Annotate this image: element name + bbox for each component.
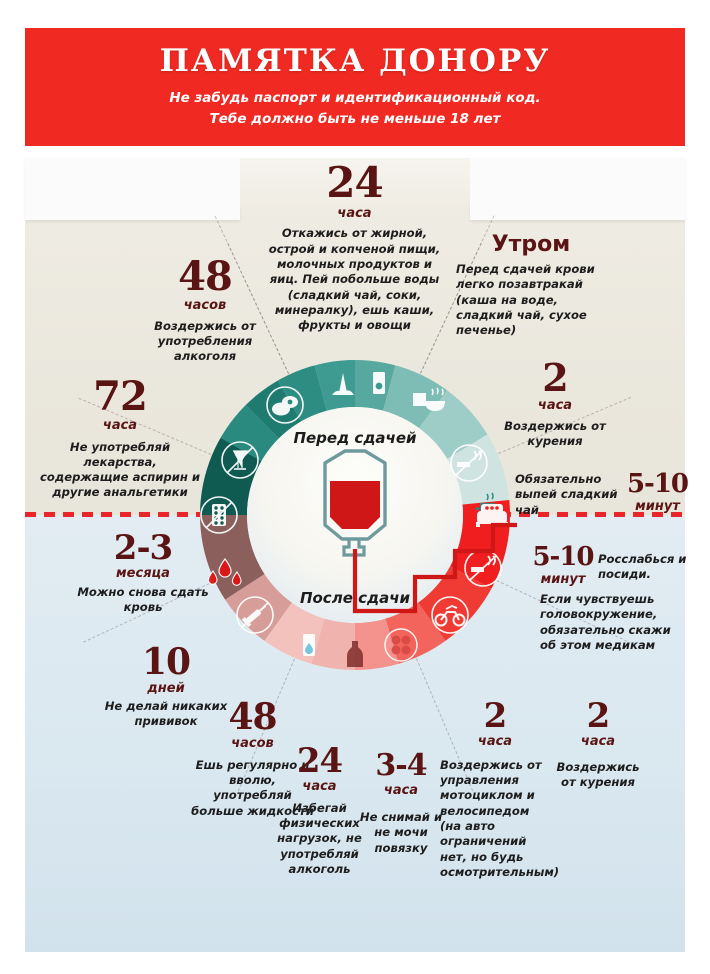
after-48h-block: 48 часов Ешь регулярно и вволю, употребл… xyxy=(190,696,315,819)
before-5-10min-block: 5-10 минут xyxy=(620,469,695,514)
after-2-3months-text: Можно снова сдать кровь xyxy=(77,584,209,615)
after-2h-transport-number: 2 xyxy=(483,696,508,736)
no-pills-icon xyxy=(200,496,238,534)
motorcycle-icon xyxy=(431,596,469,634)
before-72h-number: 72 xyxy=(93,373,148,420)
after-2-3months-block: 2-3 месяца Можно снова сдать кровь xyxy=(68,528,218,615)
before-48h-unit: часов xyxy=(183,298,227,313)
sofa-icon xyxy=(476,504,508,527)
after-5-10min-number: 5-10 xyxy=(532,542,594,572)
after-24h-text: Избегай физических нагрузок, не употребл… xyxy=(277,800,362,877)
after-5-10min-text: Если чувствуешь головокружение, обязател… xyxy=(540,592,671,652)
after-2-3months-unit: месяца xyxy=(116,566,170,582)
water-glass-after-icon xyxy=(303,634,315,656)
after-48h-number: 48 xyxy=(228,696,277,738)
before-24h-text: Откажись от жирной, острой и копченой пи… xyxy=(268,226,441,333)
before-48h-text: Воздержись от употребления алкоголя xyxy=(154,318,256,364)
top-right-white-panel xyxy=(470,158,685,220)
before-2h-block: 2 часа Воздержись от курения xyxy=(500,355,610,449)
after-10days-text: Не делай никаких прививок xyxy=(104,698,228,729)
before-72h-block: 72 часа Не употребляй лекарства, содержа… xyxy=(40,373,200,501)
after-3-4h-number: 3-4 xyxy=(375,748,427,783)
after-2-3months-number: 2-3 xyxy=(113,528,173,568)
fatty-food-icon xyxy=(332,373,354,395)
after-2h-smoking-unit: часа xyxy=(580,734,616,750)
before-2h-text: Воздержись от курения xyxy=(504,418,606,448)
after-2h-transport-unit: часа xyxy=(477,734,513,750)
after-3-4h-unit: часа xyxy=(383,782,419,798)
after-24h-block: 24 часа Избегай физических нагрузок, не … xyxy=(267,741,372,877)
after-10days-block: 10 дней Не делай никаких прививок xyxy=(96,641,236,729)
before-5-10min-text: Обязательно выпей сладкий чай xyxy=(515,472,620,518)
after-3-4h-block: 3-4 часа Не снимай и не мочи повязку xyxy=(352,748,450,856)
porridge-bowl-icon xyxy=(413,387,445,411)
before-5-10min-number: 5-10 xyxy=(626,469,689,499)
page-title: ПАМЯТКА ДОНОРУ xyxy=(159,43,551,79)
header-subtitle-line-2: Тебе должно быть не меньше 18 лет xyxy=(209,110,501,127)
donation-ring: Перед сдачей После сдачи xyxy=(193,353,517,677)
ring-svg xyxy=(200,360,517,670)
before-24h-block: 24 часа Откажись от жирной, острой и коп… xyxy=(262,158,447,334)
after-2h-smoking-text: Воздержись от курения xyxy=(556,759,640,790)
after-5-10min-lead: Росслабься и посиди. xyxy=(598,552,694,583)
after-5-10min-unit: минут xyxy=(540,571,586,587)
blood-drops-icon xyxy=(207,557,242,586)
after-3-4h-text: Не снимай и не мочи повязку xyxy=(359,810,443,855)
after-10days-unit: дней xyxy=(147,681,185,697)
top-center-panel xyxy=(240,158,470,208)
after-2h-smoking-number: 2 xyxy=(586,696,611,736)
ring-label-before: Перед сдачей xyxy=(293,429,417,447)
after-2h-transport-block: 2 часа Воздержись от управления мотоцикл… xyxy=(440,696,560,880)
before-72h-text: Не употребляй лекарства, содержащие аспи… xyxy=(40,439,200,500)
before-morning-block: Утром Перед сдачей крови легко позавтрак… xyxy=(456,234,606,338)
before-24h-number: 24 xyxy=(326,158,383,207)
before-72h-unit: часа xyxy=(102,418,138,433)
no-syringe-icon xyxy=(236,596,274,634)
blood-bag-icon xyxy=(323,449,387,557)
top-left-white-panel xyxy=(25,158,240,220)
after-10days-number: 10 xyxy=(141,641,191,683)
after-5-10min-lead-text: Росслабься и посиди. xyxy=(598,552,687,582)
blood-tube-icon xyxy=(352,522,517,614)
after-24h-unit: часа xyxy=(302,779,337,795)
after-24h-number: 24 xyxy=(296,741,343,781)
poster-header: ПАМЯТКА ДОНОРУ Не забудь паспорт и идент… xyxy=(25,28,685,146)
dairy-eggs-icon xyxy=(266,386,304,424)
after-5-10min-block: 5-10 минут xyxy=(528,542,598,587)
before-48h-block: 48 часов Воздержись от употребления алко… xyxy=(135,253,275,364)
no-bottle-icon xyxy=(347,641,363,667)
before-2h-number: 2 xyxy=(542,355,568,400)
after-2h-transport-text: Воздержись от управления мотоциклом и ве… xyxy=(440,757,560,879)
after-2h-smoking-block: 2 часа Воздержись от курения xyxy=(548,696,648,790)
header-subtitle-line-1: Не забудь паспорт и идентификационный ко… xyxy=(169,90,541,106)
after-48h-unit: часов xyxy=(231,736,274,752)
before-5-10min-label: Обязательно выпей сладкий чай xyxy=(515,472,618,517)
before-2h-unit: часа xyxy=(537,398,573,414)
before-5-10min-unit: минут xyxy=(635,498,680,514)
water-glass-icon xyxy=(373,372,385,394)
before-morning-text: Перед сдачей крови легко позавтракай (ка… xyxy=(456,262,595,338)
no-alcohol-glass-icon xyxy=(221,441,259,479)
before-morning-title: Утром xyxy=(491,232,571,257)
ring-label-after: После сдачи xyxy=(299,589,411,607)
before-48h-number: 48 xyxy=(178,253,233,300)
no-vaccine-icon xyxy=(384,628,418,662)
before-24h-unit: часа xyxy=(337,205,372,221)
after-5-10min-detail: Если чувствуешь головокружение, обязател… xyxy=(540,592,690,653)
no-smoking-icon xyxy=(450,444,488,482)
after-48h-text: Ешь регулярно и вволю, употребляй больше… xyxy=(191,757,314,818)
